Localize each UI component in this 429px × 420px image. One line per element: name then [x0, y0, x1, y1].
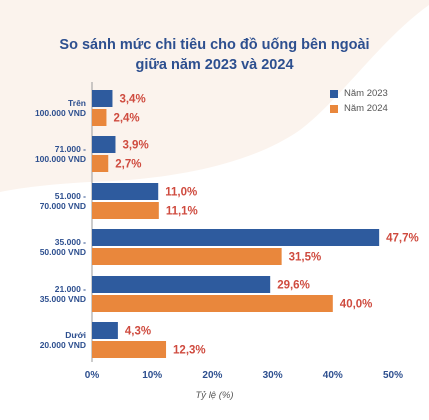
bar-2024-4	[92, 295, 333, 312]
category-label-3: 35.000 -50.000 VND	[40, 237, 86, 257]
value-label-2024-0: 2,4%	[113, 113, 139, 125]
bar-2023-2	[92, 183, 159, 200]
legend-swatch-2023	[330, 89, 338, 98]
bar-2024-3	[92, 248, 282, 265]
category-label-line: 35.000 -	[54, 237, 86, 247]
x-tick-label-4: 40%	[323, 370, 343, 381]
bar-2023-4	[92, 276, 271, 293]
category-label-line: 35.000 VND	[39, 294, 86, 304]
bar-2024-2	[92, 202, 159, 219]
category-label-1: 71.000 -100.000 VND	[35, 144, 86, 164]
bar-2023-0	[92, 90, 113, 107]
category-label-line: 71.000 -	[54, 144, 86, 154]
category-label-line: 51.000 -	[54, 191, 86, 201]
category-label-2: 51.000 -70.000 VND	[40, 191, 86, 211]
x-tick-label-3: 30%	[263, 370, 283, 381]
bar-2024-1	[92, 155, 109, 172]
category-label-line: 50.000 VND	[39, 247, 86, 257]
legend-label-2023: Năm 2023	[344, 88, 388, 99]
value-label-2024-4: 40,0%	[340, 299, 373, 311]
value-label-2024-3: 31,5%	[289, 252, 322, 264]
value-label-2023-1: 3,9%	[122, 140, 148, 152]
category-label-line: 100.000 VND	[34, 154, 86, 164]
x-tick-label-0: 0%	[85, 370, 100, 381]
chart-title-line2: giữa năm 2023 và 2024	[135, 57, 294, 73]
category-label-4: 21.000 -35.000 VND	[40, 284, 86, 304]
legend: Năm 2023 Năm 2024	[330, 86, 388, 116]
category-label-line: Dưới	[65, 330, 86, 340]
legend-item-2024: Năm 2024	[330, 101, 388, 116]
category-label-line: 100.000 VND	[34, 108, 86, 118]
category-label-line: Trên	[68, 98, 86, 108]
bar-2024-0	[92, 109, 107, 126]
value-label-2024-1: 2,7%	[115, 159, 141, 171]
x-tick-label-2: 20%	[202, 370, 222, 381]
bar-2023-3	[92, 229, 380, 246]
legend-label-2024: Năm 2024	[344, 103, 388, 114]
legend-item-2023: Năm 2023	[330, 86, 388, 101]
bar-2023-1	[92, 136, 116, 153]
value-label-2023-2: 11,0%	[165, 187, 197, 199]
category-label-line: 20.000 VND	[39, 340, 86, 350]
value-label-2024-5: 12,3%	[173, 345, 206, 357]
bar-2023-5	[92, 322, 118, 339]
chart-title-line1: So sánh mức chi tiêu cho đồ uống bên ngo…	[59, 37, 370, 53]
bar-2024-5	[92, 341, 167, 358]
value-label-2024-2: 11,1%	[166, 206, 198, 218]
x-axis-label: Tỷ lệ (%)	[195, 390, 234, 401]
value-label-2023-4: 29,6%	[277, 280, 310, 292]
x-tick-label-5: 50%	[383, 370, 403, 381]
category-label-line: 70.000 VND	[39, 201, 86, 211]
value-label-2023-0: 3,4%	[119, 94, 145, 106]
category-label-0: Trên 100.000 VND	[35, 98, 86, 118]
legend-swatch-2024	[330, 104, 338, 113]
value-label-2023-5: 4,3%	[125, 326, 151, 338]
x-tick-label-1: 10%	[142, 370, 162, 381]
category-label-line: 21.000 -	[54, 284, 86, 294]
category-label-5: Dưới 20.000 VND	[40, 330, 86, 350]
value-label-2023-3: 47,7%	[386, 233, 419, 245]
